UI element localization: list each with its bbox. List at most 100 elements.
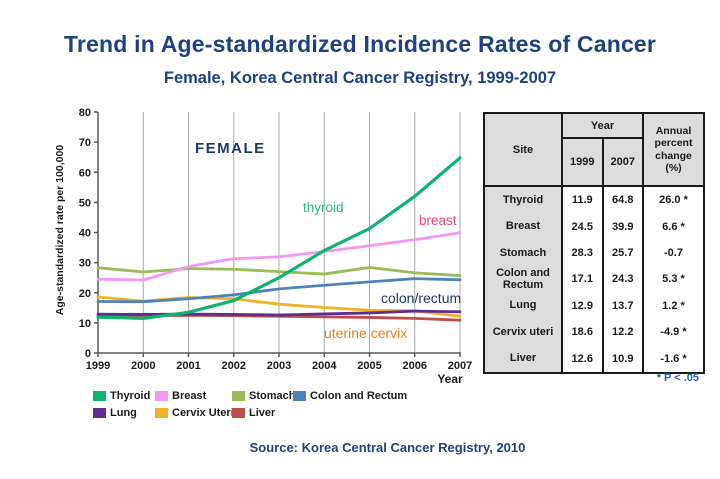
table-cell-v1999: 18.6 bbox=[561, 318, 604, 346]
x-tick-label: 2004 bbox=[312, 360, 337, 372]
trend-chart: 0 10 20 30 40 50 60 70 80 1999 2000 2001 2002 2003 200… bbox=[35, 105, 485, 395]
table-cell-site: Colon and Rectum bbox=[483, 266, 563, 293]
incidence-table: Site Year Annual percent change (%) 1999… bbox=[483, 112, 705, 374]
table-cell-v2007: 13.7 bbox=[601, 292, 644, 319]
table-header-year: Year bbox=[561, 112, 644, 139]
y-tick-label: 70 bbox=[79, 137, 91, 149]
y-tick-label: 30 bbox=[79, 258, 91, 270]
table-cell-site: Stomach bbox=[483, 239, 563, 267]
legend-swatch-breast bbox=[155, 391, 168, 401]
legend-item-breast: Breast bbox=[155, 389, 206, 403]
table-cell-v1999: 12.9 bbox=[561, 292, 604, 319]
table-cell-v2007: 24.3 bbox=[601, 266, 644, 293]
chart-legend: Thyroid Breast Stomach Colon and Rectum Lung… bbox=[35, 386, 485, 426]
table-cell-site: Lung bbox=[483, 292, 563, 319]
table-row: Liver 12.6 10.9 -1.6 * bbox=[483, 345, 705, 374]
page-title: Trend in Age-standardized Incidence Rate… bbox=[63, 31, 657, 57]
table-cell-v1999: 28.3 bbox=[561, 239, 604, 267]
table-cell-apc: 5.3 * bbox=[642, 266, 705, 293]
legend-swatch-colon-and-rectum bbox=[293, 391, 306, 401]
legend-swatch-lung bbox=[93, 408, 106, 418]
legend-item-cervix-uteri: Cervix Uteri bbox=[155, 406, 234, 420]
legend-label: Lung bbox=[110, 407, 137, 419]
table-cell-apc: -4.9 * bbox=[642, 318, 705, 346]
legend-item-stomach: Stomach bbox=[232, 389, 295, 403]
table-cell-v2007: 64.8 bbox=[601, 186, 644, 214]
legend-swatch-cervix-uteri bbox=[155, 408, 168, 418]
series-line-lung bbox=[96, 309, 462, 317]
legend-swatch-thyroid bbox=[93, 391, 106, 401]
table-cell-site: Cervix uteri bbox=[483, 318, 563, 346]
table-cell-v2007: 12.2 bbox=[601, 318, 644, 346]
y-tick-label: 60 bbox=[79, 167, 91, 179]
legend-swatch-stomach bbox=[232, 391, 245, 401]
table-row: Breast 24.5 39.9 6.6 * bbox=[483, 213, 705, 240]
table-cell-site: Liver bbox=[483, 345, 563, 374]
table-cell-site: Breast bbox=[483, 213, 563, 240]
x-axis-label: Year bbox=[437, 372, 463, 386]
x-tick-label: 2005 bbox=[357, 360, 381, 372]
table-cell-v1999: 24.5 bbox=[561, 213, 604, 240]
page-subtitle: Female, Korea Central Cancer Registry, 1… bbox=[163, 69, 557, 87]
table-header-apc: Annual percent change (%) bbox=[642, 112, 705, 187]
series-line-stomach bbox=[96, 266, 462, 277]
legend-item-thyroid: Thyroid bbox=[93, 389, 150, 403]
legend-label: Stomach bbox=[249, 390, 296, 402]
table-header-2007: 2007 bbox=[601, 138, 644, 187]
table-cell-v1999: 11.9 bbox=[561, 186, 604, 214]
table-cell-site: Thyroid bbox=[483, 186, 563, 214]
y-axis-label: Age-standardized rate per 100,000 bbox=[54, 144, 66, 316]
y-tick-label: 80 bbox=[79, 107, 91, 119]
table-header-site: Site bbox=[483, 112, 563, 187]
table-cell-v2007: 10.9 bbox=[601, 345, 644, 374]
legend-label: Colon and Rectum bbox=[310, 390, 408, 402]
series-line-breast bbox=[96, 231, 462, 282]
x-tick-label: 2001 bbox=[176, 360, 200, 372]
table-cell-apc: 1.2 * bbox=[642, 292, 705, 319]
legend-item-liver: Liver bbox=[232, 406, 275, 420]
source-text: Source: Korea Central Cancer Registry, 2… bbox=[249, 440, 526, 455]
table-row: Cervix uteri 18.6 12.2 -4.9 * bbox=[483, 318, 705, 346]
y-tick-label: 0 bbox=[85, 348, 91, 360]
table-cell-v2007: 25.7 bbox=[601, 239, 644, 267]
table-cell-apc: 6.6 * bbox=[642, 213, 705, 240]
y-tick-label: 10 bbox=[79, 318, 91, 330]
table-body: Thyroid 11.9 64.8 26.0 * Breast 24.5 39.9 6.6 *… bbox=[483, 186, 705, 374]
y-tick-label: 40 bbox=[79, 228, 91, 240]
legend-item-colon-and-rectum: Colon and Rectum bbox=[293, 389, 407, 403]
table-row: Thyroid 11.9 64.8 26.0 * bbox=[483, 186, 705, 214]
table-header-1999: 1999 bbox=[561, 138, 604, 187]
x-tick-label: 1999 bbox=[86, 360, 110, 372]
female-label: FEMALE bbox=[195, 140, 266, 157]
table-cell-apc: -1.6 * bbox=[642, 345, 705, 374]
colon-rectum-label: colon/rectum bbox=[381, 290, 462, 306]
legend-item-lung: Lung bbox=[93, 406, 137, 420]
table-row: Colon and Rectum 17.1 24.3 5.3 * bbox=[483, 266, 705, 293]
table-row: Stomach 28.3 25.7 -0.7 bbox=[483, 239, 705, 267]
breast-label: breast bbox=[419, 213, 457, 228]
table-cell-apc: 26.0 * bbox=[642, 186, 705, 214]
legend-label: Cervix Uteri bbox=[172, 407, 234, 419]
series-line-colon-and-rectum bbox=[96, 277, 462, 304]
table-cell-v1999: 17.1 bbox=[561, 266, 604, 293]
table-row: Lung 12.9 13.7 1.2 * bbox=[483, 292, 705, 319]
y-tick-label: 50 bbox=[79, 197, 91, 209]
legend-label: Liver bbox=[249, 407, 276, 419]
x-tick-label: 2007 bbox=[448, 360, 472, 372]
table-footnote: * P < .05 bbox=[656, 372, 699, 384]
table-cell-v2007: 39.9 bbox=[601, 213, 644, 240]
thyroid-label: thyroid bbox=[303, 200, 344, 215]
x-tick-label: 2002 bbox=[222, 360, 246, 372]
legend-label: Thyroid bbox=[110, 390, 151, 402]
x-tick-label: 2003 bbox=[267, 360, 291, 372]
x-tick-label: 2006 bbox=[403, 360, 427, 372]
table-cell-v1999: 12.6 bbox=[561, 345, 604, 374]
x-tick-label: 2000 bbox=[131, 360, 155, 372]
uterine-cervix-label: uterine cervix bbox=[324, 325, 408, 341]
legend-swatch-liver bbox=[232, 408, 245, 418]
y-tick-label: 20 bbox=[79, 288, 91, 300]
legend-label: Breast bbox=[172, 390, 207, 402]
series-line-thyroid bbox=[96, 156, 462, 320]
trend-chart-svg: 0 10 20 30 40 50 60 70 80 1999 2000 2001 2002 2003 200… bbox=[79, 107, 472, 386]
